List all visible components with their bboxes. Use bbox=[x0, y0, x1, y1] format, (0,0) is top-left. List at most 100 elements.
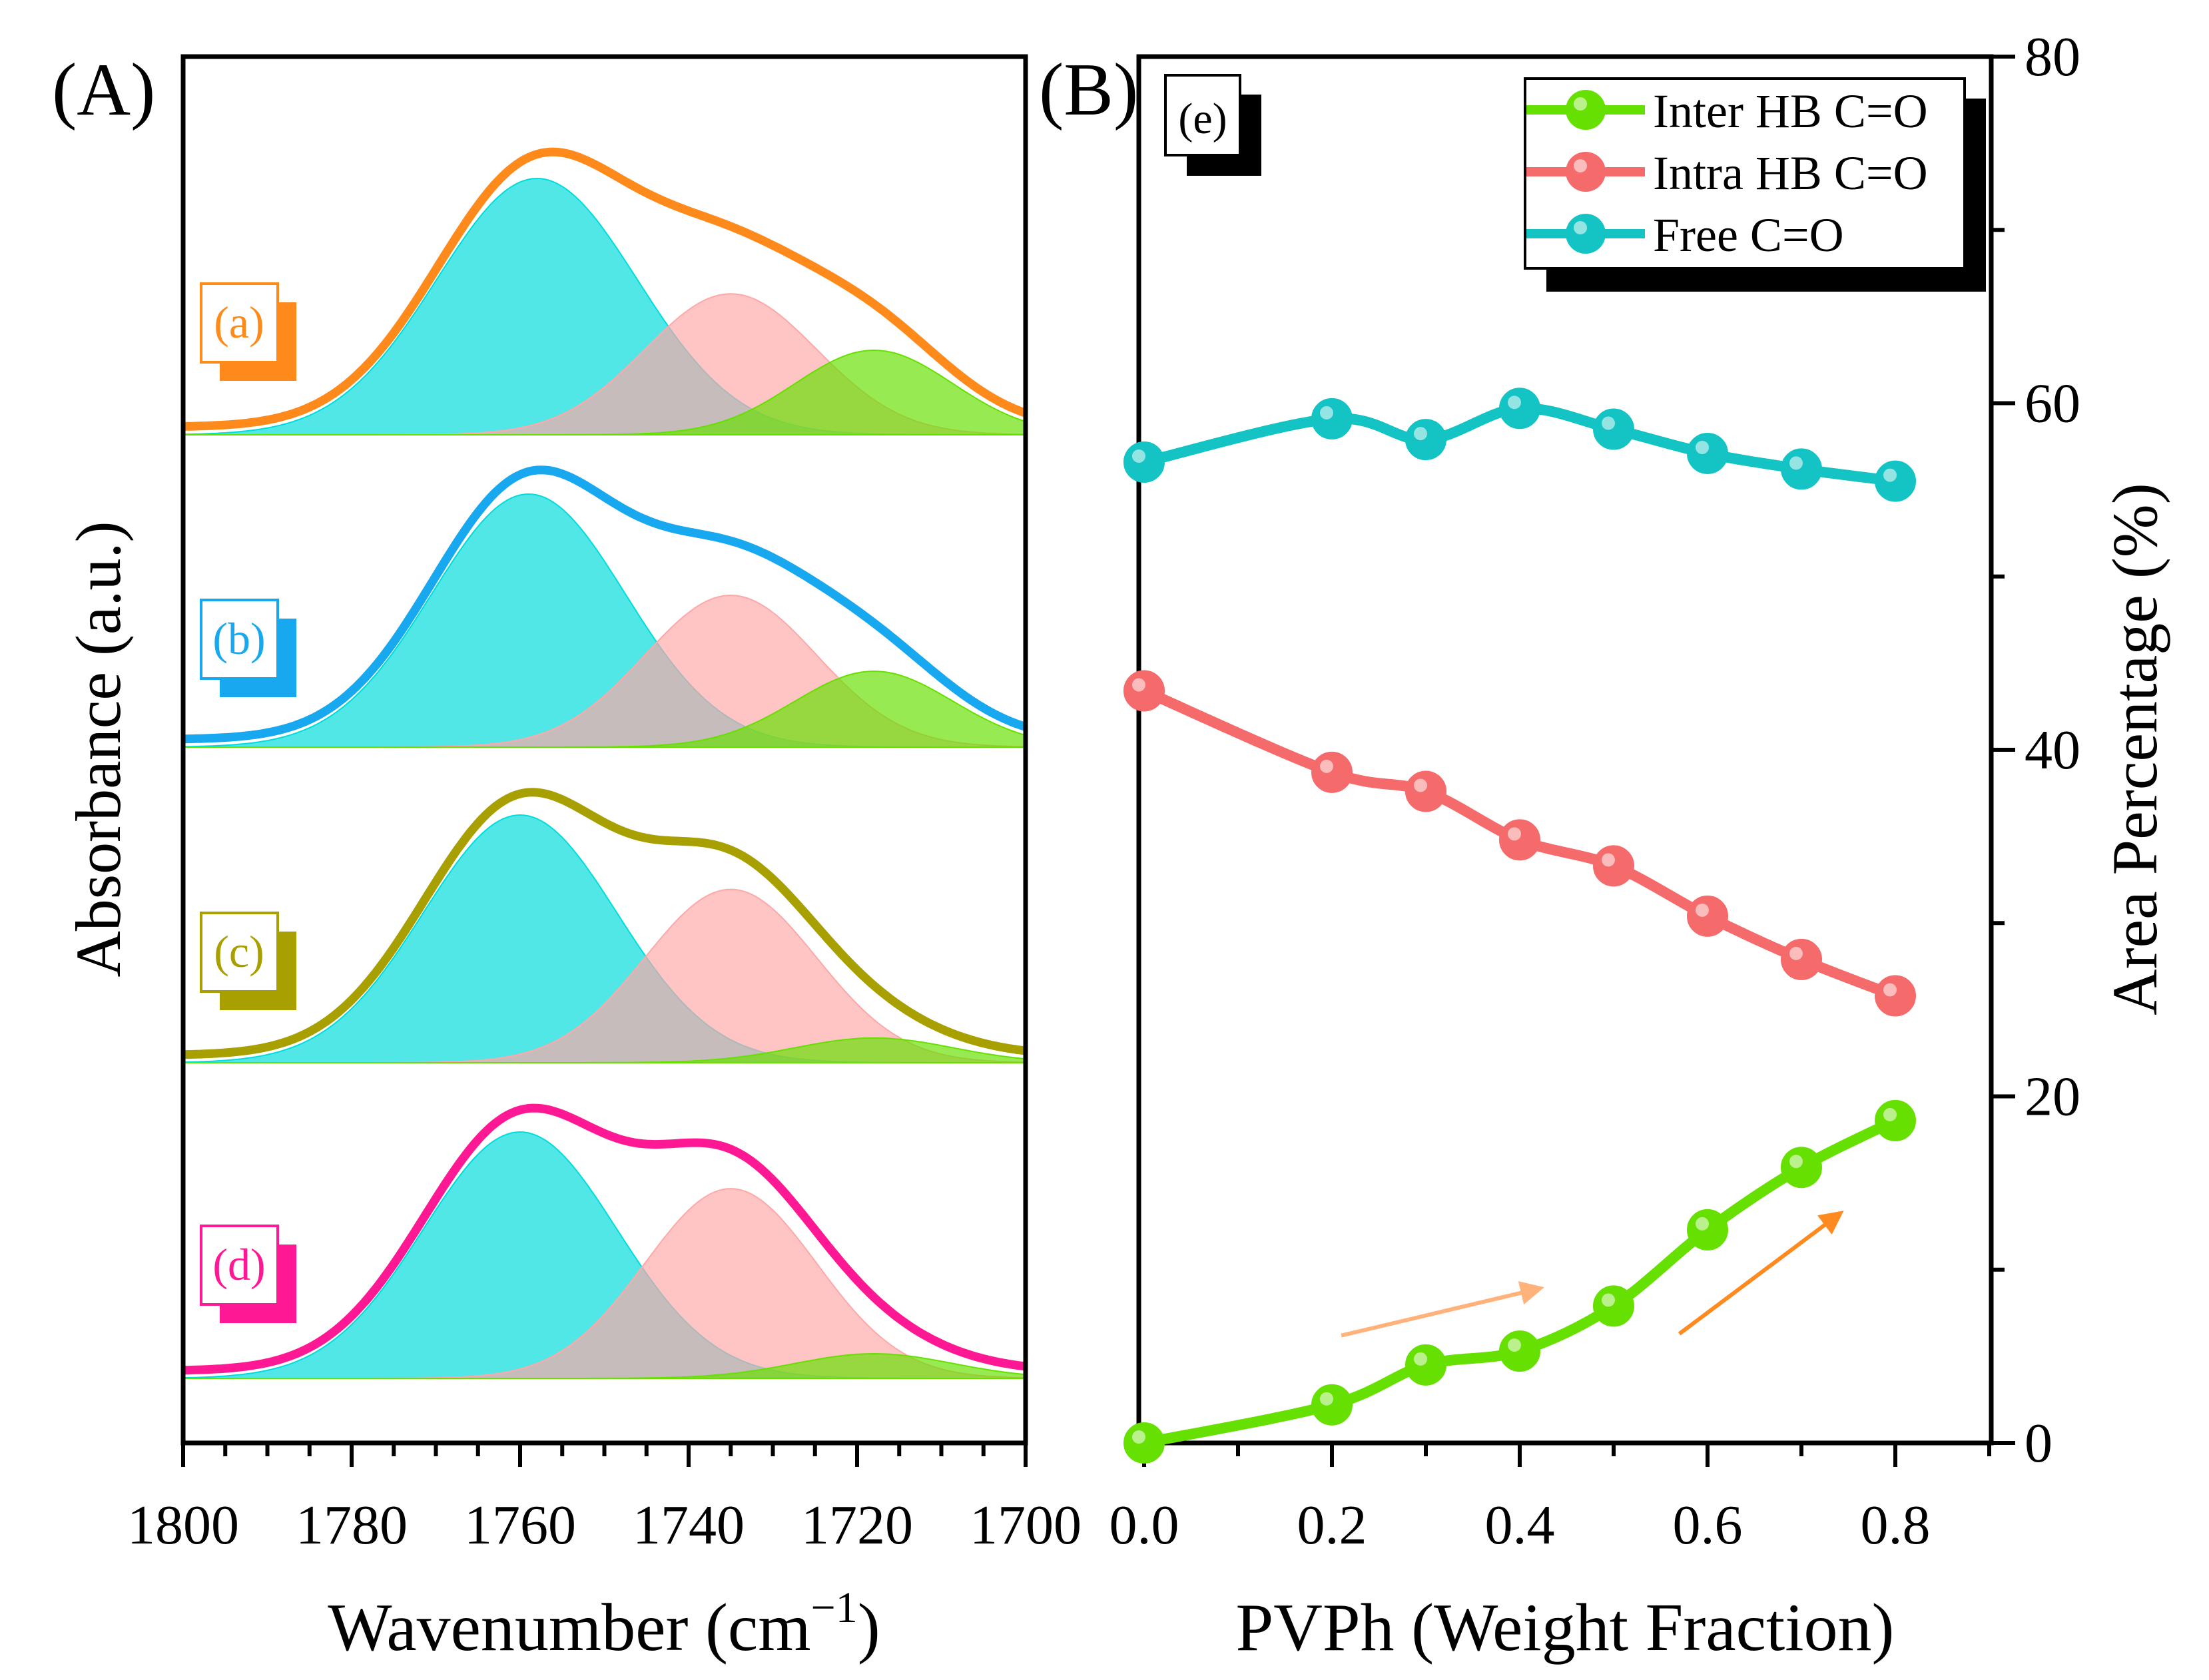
panel-a-xlabel-close: ) bbox=[858, 1590, 880, 1665]
inter-hb-peak bbox=[183, 670, 1026, 748]
series-intra-hb bbox=[1123, 670, 1916, 1017]
data-point-highlight bbox=[1320, 406, 1333, 420]
data-point-highlight bbox=[1508, 827, 1521, 841]
data-point-highlight bbox=[1696, 1217, 1709, 1231]
data-point bbox=[1405, 770, 1446, 812]
subplot-b: (b) bbox=[183, 465, 1026, 748]
annotation-e: (e) bbox=[1164, 74, 1261, 176]
data-point bbox=[1687, 432, 1728, 474]
label-box bbox=[200, 282, 279, 364]
data-point bbox=[1593, 408, 1634, 450]
data-point bbox=[1499, 388, 1540, 429]
subplot-content bbox=[183, 788, 1026, 1063]
subplot-label: (c) bbox=[214, 926, 264, 977]
panel-a-xlabel-main: Wavenumber (cm bbox=[328, 1590, 810, 1665]
subplot-content bbox=[183, 147, 1026, 435]
data-point-highlight bbox=[1789, 946, 1803, 960]
subplot-content bbox=[183, 465, 1026, 748]
x-tick-label: 1700 bbox=[970, 1494, 1082, 1556]
series-free bbox=[1123, 388, 1916, 502]
data-point bbox=[1781, 938, 1822, 980]
panel-a-spectra: (a) (b) (c) (d) 1800 1780 1760 1740 1720 1700 Ab… bbox=[63, 54, 1082, 1665]
data-point-highlight bbox=[1132, 678, 1145, 692]
subplot-content bbox=[183, 1103, 1026, 1379]
data-point bbox=[1311, 1384, 1353, 1426]
subplot-c: (c) bbox=[183, 788, 1026, 1063]
x-tick-label: 1760 bbox=[464, 1494, 576, 1556]
data-point-highlight bbox=[1696, 903, 1709, 917]
legend-label: Free C=O bbox=[1653, 208, 1844, 262]
data-point-highlight bbox=[1508, 396, 1521, 410]
data-point-highlight bbox=[1320, 1392, 1333, 1406]
panel-a-xlabel-superscript: −1 bbox=[811, 1583, 858, 1632]
legend-swatch-highlight bbox=[1574, 221, 1587, 234]
data-point bbox=[1123, 670, 1165, 712]
envelope-curve bbox=[183, 147, 1026, 431]
data-point-highlight bbox=[1789, 456, 1803, 470]
data-point bbox=[1311, 398, 1353, 439]
data-point bbox=[1781, 1147, 1822, 1189]
panel-b-xlabel: PVPh (Weight Fraction) bbox=[1235, 1590, 1894, 1665]
data-point bbox=[1687, 1209, 1728, 1251]
data-point-highlight bbox=[1414, 427, 1427, 441]
legend-swatch-marker bbox=[1566, 152, 1606, 192]
data-point-highlight bbox=[1320, 759, 1333, 773]
data-point-highlight bbox=[1883, 983, 1897, 997]
data-point bbox=[1593, 845, 1634, 887]
annotation-e-box bbox=[1164, 74, 1241, 156]
x-tick-label: 1740 bbox=[633, 1494, 745, 1556]
trend-arrow bbox=[1341, 1281, 1544, 1338]
data-point bbox=[1311, 751, 1353, 793]
data-point-highlight bbox=[1789, 1155, 1803, 1169]
x-tick-label: 0.8 bbox=[1861, 1494, 1931, 1556]
envelope-curve bbox=[183, 788, 1026, 1059]
label-box bbox=[200, 599, 279, 680]
data-point-highlight bbox=[1602, 853, 1615, 867]
x-tick-label: 0.4 bbox=[1485, 1494, 1555, 1556]
data-point bbox=[1123, 1422, 1165, 1464]
label-box bbox=[200, 1225, 279, 1306]
legend-label: Intra HB C=O bbox=[1653, 146, 1928, 200]
y-tick-label: 80 bbox=[2025, 26, 2080, 88]
data-point bbox=[1499, 819, 1540, 861]
x-tick-label: 1800 bbox=[127, 1494, 239, 1556]
data-point bbox=[1875, 460, 1916, 502]
data-point-highlight bbox=[1132, 1430, 1145, 1444]
panel-a-label: (A) bbox=[52, 49, 155, 131]
data-point bbox=[1499, 1330, 1540, 1372]
subplot-label: (a) bbox=[214, 297, 264, 348]
panel-a-xlabel: Wavenumber (cm−1) bbox=[328, 1583, 880, 1665]
y-tick-label: 60 bbox=[2025, 373, 2080, 435]
data-point bbox=[1875, 1099, 1916, 1141]
panel-a-ylabel: Absorbance (a.u.) bbox=[63, 521, 134, 977]
x-tick-label: 1780 bbox=[296, 1494, 408, 1556]
annotation-e-label: (e) bbox=[1178, 95, 1227, 143]
subplot-d: (d) bbox=[183, 1103, 1026, 1379]
data-point-highlight bbox=[1414, 1352, 1427, 1366]
trend-arrow bbox=[1678, 1211, 1844, 1336]
data-point bbox=[1781, 448, 1822, 490]
legend-label: Inter HB C=O bbox=[1653, 85, 1928, 138]
subplot-label: (d) bbox=[212, 1239, 265, 1290]
data-point bbox=[1687, 895, 1728, 937]
legend-swatch-highlight bbox=[1574, 97, 1587, 111]
envelope-curve bbox=[183, 1103, 1026, 1375]
x-tick-label: 0.2 bbox=[1297, 1494, 1367, 1556]
data-point bbox=[1593, 1285, 1634, 1327]
data-point-highlight bbox=[1508, 1338, 1521, 1352]
panel-b-label: (B) bbox=[1039, 49, 1138, 131]
data-point bbox=[1123, 441, 1165, 483]
data-point-highlight bbox=[1414, 778, 1427, 792]
data-point-highlight bbox=[1883, 1107, 1897, 1121]
subplot-a: (a) bbox=[183, 147, 1026, 435]
envelope-curve bbox=[183, 465, 1026, 744]
legend-swatch-highlight bbox=[1574, 159, 1587, 172]
data-point-highlight bbox=[1602, 416, 1615, 430]
legend-swatch-marker bbox=[1566, 214, 1606, 254]
data-point-highlight bbox=[1883, 468, 1897, 482]
data-point-highlight bbox=[1132, 449, 1145, 463]
data-point bbox=[1405, 1344, 1446, 1386]
label-box bbox=[200, 912, 279, 993]
